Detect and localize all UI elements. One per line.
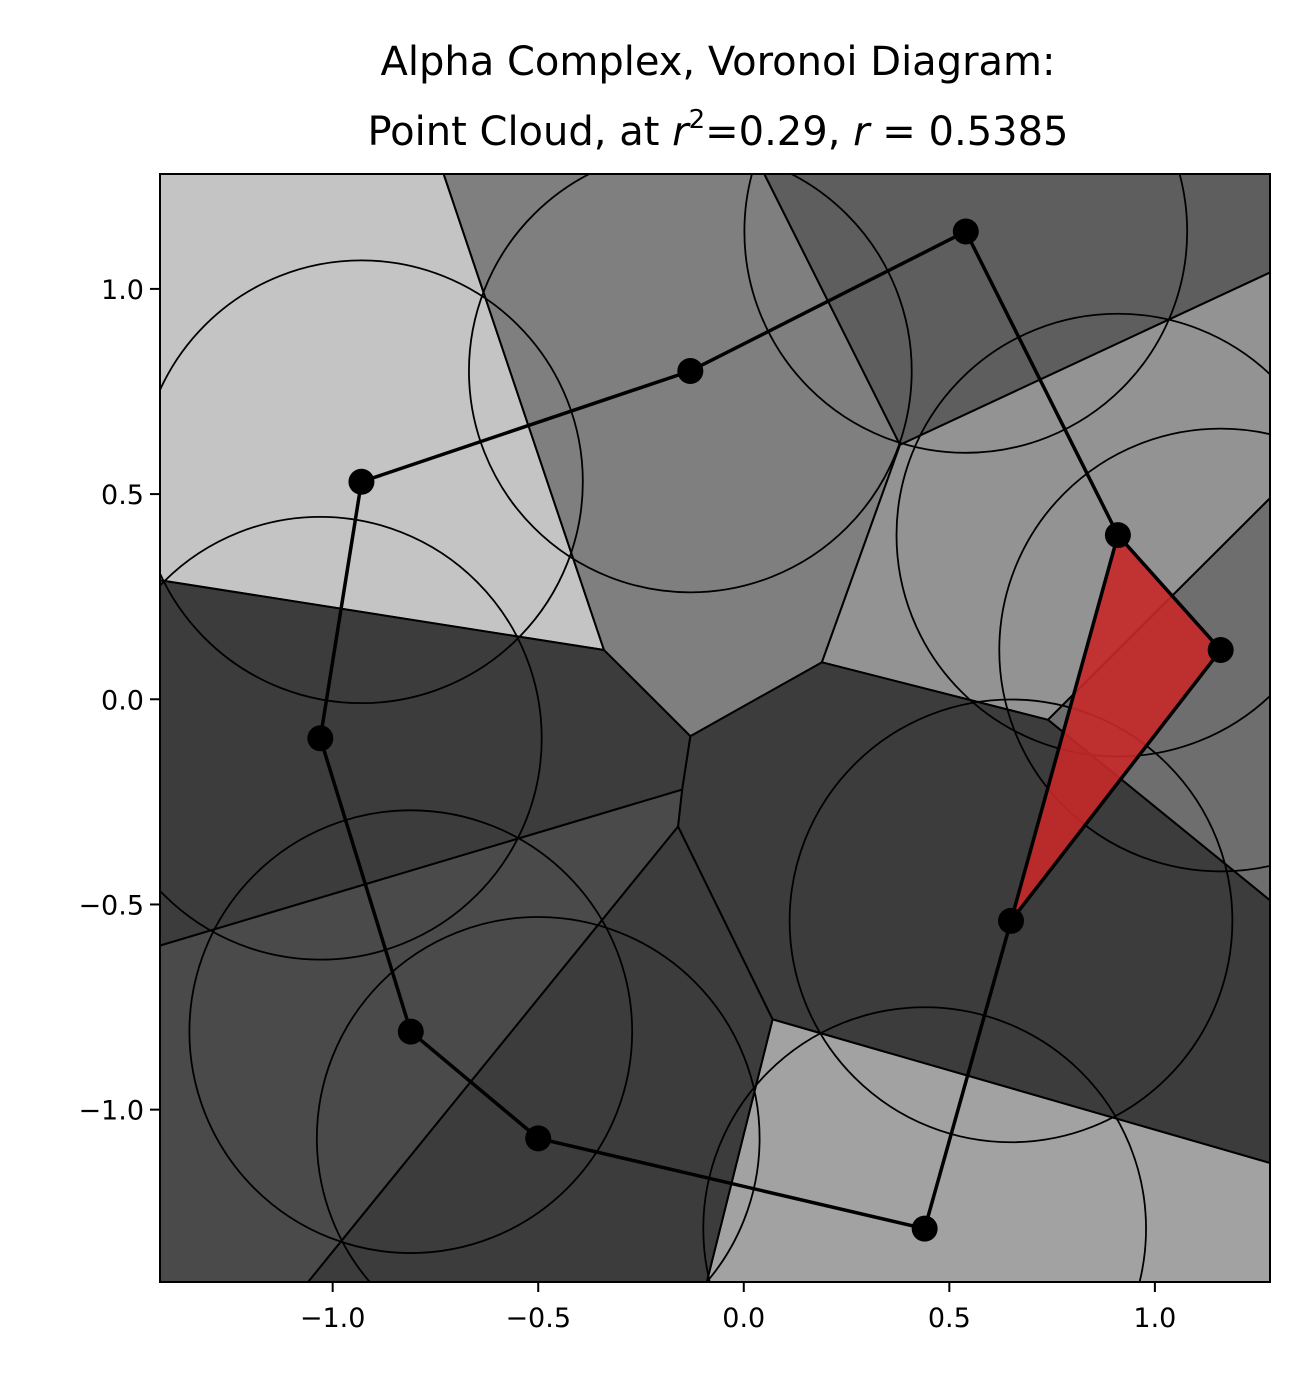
title-var-r: r [672,109,691,155]
y-tick-label: −0.5 [78,890,144,921]
x-tick-label: 1.0 [1133,1303,1176,1334]
alpha-circles [160,174,1270,1282]
alpha-edge [1116,533,1222,652]
x-tick-label: −1.0 [300,1303,366,1334]
plot-area [160,174,1270,1282]
x-tick-label: −0.5 [505,1303,571,1334]
y-tick-label: 0.0 [101,685,144,716]
alpha-edge [1009,648,1223,922]
alpha-ball [743,174,1188,454]
alpha-edge [964,230,1120,536]
data-point [307,725,334,752]
alpha-edge [318,737,413,1033]
data-point [397,1018,424,1045]
alpha-ball [160,259,584,704]
alpha-edge [922,920,1013,1230]
alpha-edge [409,1030,540,1140]
title-superscript: 2 [689,105,706,135]
voronoi-cell [763,174,1270,446]
data-point [998,907,1024,934]
data-point [1207,637,1234,664]
data-point [525,1125,552,1152]
data-point [1104,522,1131,549]
alpha-ball [160,516,543,961]
title-mid: =0.29, [705,109,853,155]
y-tick-label: 0.5 [101,480,144,511]
point-cloud [307,218,1234,1242]
y-tick-label: 1.0 [101,275,144,306]
title-prefix: Point Cloud, at [367,109,672,155]
alpha-edge [1009,534,1120,922]
x-tick-label: 0.0 [722,1303,765,1334]
x-tick-label: 0.5 [928,1303,971,1334]
x-axis-ticks: −1.0 −0.5 0.0 0.5 1.0 [300,1282,1176,1334]
data-point [348,468,375,495]
data-point [911,1215,938,1242]
data-point [677,357,704,384]
alpha-edge [318,481,364,739]
title-line-1: Alpha Complex, Voronoi Diagram: [381,39,1056,85]
title-var-r-2: r [853,109,872,155]
alpha-edge [360,369,691,484]
alpha-edges [318,229,1223,1231]
data-point [952,218,979,245]
plot-frame [159,173,1271,1283]
y-axis-ticks: 1.0 0.5 0.0 −0.5 −1.0 [78,275,160,1127]
alpha-edge [689,229,967,373]
alpha-ball [998,427,1270,873]
title-line-2: Point Cloud, at r2=0.29, r = 0.5385 [367,105,1068,155]
voronoi-cell [160,579,692,947]
alpha-ball [468,174,913,594]
alpha-edge [537,1136,926,1231]
alpha-ball [788,698,1234,1144]
alpha-ball [188,809,634,1254]
alpha-ball [702,1006,1147,1282]
title-suffix: = 0.5385 [870,109,1069,155]
alpha-ball [316,916,761,1282]
y-tick-label: −1.0 [78,1096,144,1127]
